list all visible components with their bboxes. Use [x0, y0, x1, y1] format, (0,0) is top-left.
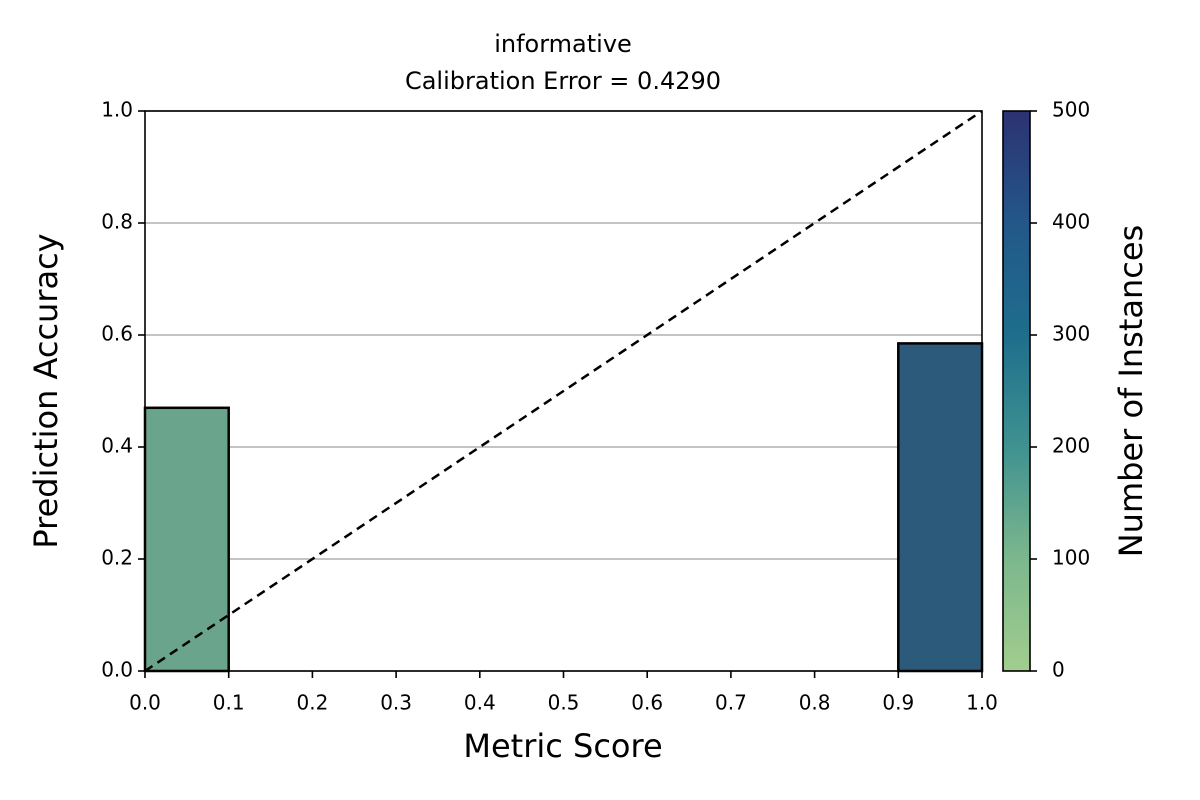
- bar: [897, 342, 984, 673]
- colorbar-tick-label: 100: [1052, 546, 1090, 570]
- diagonal-reference: [144, 109, 983, 673]
- x-tick-label: 0.2: [296, 691, 328, 715]
- plot-frame: [144, 110, 983, 672]
- x-tick-label: 1.0: [966, 691, 998, 715]
- colorbar-tick-label: 200: [1052, 434, 1090, 458]
- x-tick-label: 0.7: [715, 691, 747, 715]
- colorbar-tick-label: 400: [1052, 210, 1090, 234]
- y-tick-label: 0.2: [101, 546, 133, 570]
- x-tick-label: 0.1: [213, 691, 245, 715]
- chart-title: informative: [494, 30, 632, 58]
- bar: [143, 406, 230, 673]
- colorbar: [1002, 110, 1031, 672]
- colorbar-tick-label: 0: [1052, 658, 1065, 682]
- y-tick-label: 0.6: [101, 322, 133, 346]
- chart-subtitle: Calibration Error = 0.4290: [405, 67, 721, 95]
- x-axis-label: Metric Score: [463, 727, 662, 765]
- x-tick-label: 0.3: [380, 691, 412, 715]
- x-tick-label: 0.8: [799, 691, 831, 715]
- y-axis-label: Prediction Accuracy: [27, 233, 65, 548]
- y-tick-label: 0.4: [101, 434, 133, 458]
- y-tick-label: 0.0: [101, 658, 133, 682]
- x-tick-label: 0.5: [548, 691, 580, 715]
- colorbar-tick-label: 500: [1052, 98, 1090, 122]
- x-tick-label: 0.4: [464, 691, 496, 715]
- y-tick-label: 1.0: [101, 98, 133, 122]
- x-tick-label: 0.6: [631, 691, 663, 715]
- y-tick-label: 0.8: [101, 210, 133, 234]
- colorbar-label: Number of Instances: [1112, 225, 1150, 558]
- x-tick-label: 0.0: [129, 691, 161, 715]
- x-tick-label: 0.9: [882, 691, 914, 715]
- colorbar-tick-label: 300: [1052, 322, 1090, 346]
